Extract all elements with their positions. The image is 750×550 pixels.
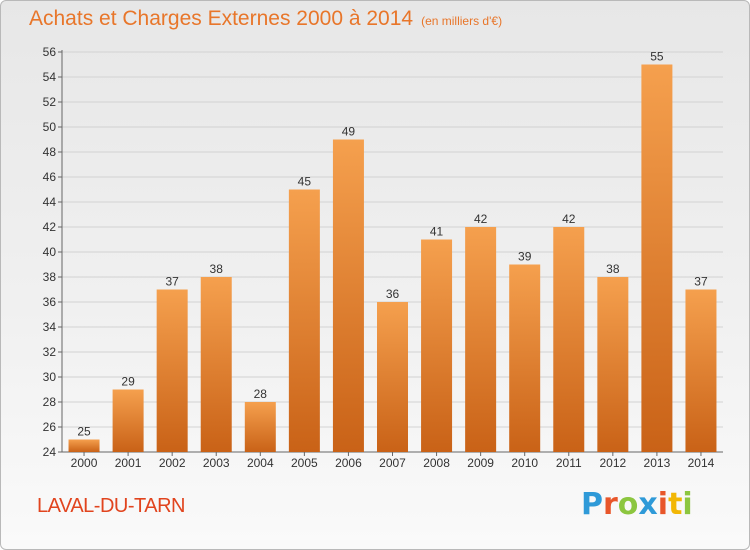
y-tick-label: 54 (43, 70, 57, 84)
data-label: 36 (386, 287, 400, 301)
data-label: 49 (342, 125, 356, 139)
bars (68, 64, 717, 452)
logo-letter: r (603, 487, 618, 522)
y-tick-label: 30 (43, 370, 57, 384)
data-label: 38 (210, 262, 224, 276)
y-tick-label: 32 (43, 345, 57, 359)
data-label: 42 (562, 212, 576, 226)
bar (332, 139, 364, 452)
data-label: 42 (474, 212, 488, 226)
bar (641, 64, 673, 452)
x-tick-label: 2004 (247, 456, 274, 470)
y-tick-label: 38 (43, 270, 57, 284)
x-tick-label: 2000 (71, 456, 98, 470)
x-tick-label: 2012 (599, 456, 626, 470)
x-tick-label: 2002 (159, 456, 186, 470)
y-tick-label: 24 (43, 445, 57, 459)
bar (288, 189, 320, 452)
data-label: 37 (694, 275, 708, 289)
logo-letter: P (581, 487, 603, 522)
y-tick-label: 50 (43, 120, 57, 134)
data-label: 55 (650, 50, 664, 64)
bar (597, 277, 629, 452)
y-tick-label: 40 (43, 245, 57, 259)
y-tick-label: 36 (43, 295, 57, 309)
chart-title-text: Achats et Charges Externes 2000 à 2014 (29, 7, 414, 30)
y-tick-label: 48 (43, 145, 57, 159)
bar (509, 264, 541, 452)
bar (421, 239, 453, 452)
bar (200, 277, 232, 452)
logo-letter: t (668, 487, 683, 522)
x-tick-label: 2013 (644, 456, 671, 470)
data-label: 37 (165, 275, 179, 289)
bar (465, 227, 497, 452)
bar (156, 289, 188, 452)
bar (112, 389, 144, 452)
x-tick-label: 2008 (423, 456, 450, 470)
x-tick-label: 2003 (203, 456, 230, 470)
y-tick-label: 26 (43, 420, 57, 434)
data-label: 29 (121, 375, 135, 389)
x-tick-label: 2006 (335, 456, 362, 470)
data-label: 25 (77, 425, 91, 439)
y-tick-label: 52 (43, 95, 57, 109)
logo-letter: i (682, 487, 693, 522)
bar (244, 402, 276, 452)
chart-subtitle: (en milliers d'€) (421, 14, 503, 28)
logo-letter: x (638, 487, 658, 522)
x-tick-label: 2005 (291, 456, 318, 470)
y-tick-label: 42 (43, 220, 57, 234)
data-labels: 25 29 37 38 28 45 49 36 41 42 39 42 38 55 37 (77, 50, 708, 439)
y-tick-label: 34 (43, 320, 57, 334)
data-label: 38 (606, 262, 620, 276)
bar (553, 227, 585, 452)
data-label: 45 (298, 175, 312, 189)
logo-letter: o (617, 487, 639, 522)
chart-title: Achats et Charges Externes 2000 à 2014 (e… (29, 7, 502, 31)
data-label: 41 (430, 225, 444, 239)
x-tick-label: 2007 (379, 456, 406, 470)
commune-name: LAVAL-DU-TARN (37, 495, 185, 517)
proxiti-logo: Proxiti (581, 487, 693, 522)
axes: 24 26 28 30 32 34 36 38 40 42 44 46 48 50 52 54 56 2000 20… (43, 45, 723, 470)
x-tick-label: 2014 (688, 456, 715, 470)
bar (68, 439, 100, 452)
y-tick-label: 44 (43, 195, 57, 209)
bar (685, 289, 717, 452)
y-tick-label: 28 (43, 395, 57, 409)
logo-letter: i (657, 487, 669, 522)
y-tick-label: 56 (43, 45, 57, 59)
x-tick-label: 2011 (556, 456, 582, 470)
data-label: 28 (254, 387, 268, 401)
bar (377, 302, 408, 452)
data-label: 39 (518, 250, 532, 264)
x-tick-label: 2001 (115, 456, 142, 470)
x-tick-label: 2009 (467, 456, 494, 470)
x-tick-label: 2010 (511, 456, 538, 470)
y-tick-label: 46 (43, 170, 57, 184)
